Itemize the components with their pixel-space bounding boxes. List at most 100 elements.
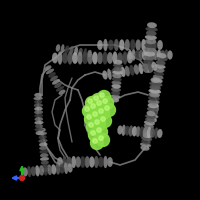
- Ellipse shape: [66, 157, 72, 167]
- Ellipse shape: [129, 65, 134, 75]
- Circle shape: [93, 139, 97, 143]
- Circle shape: [101, 117, 105, 121]
- Ellipse shape: [143, 127, 153, 132]
- Ellipse shape: [38, 128, 46, 132]
- Ellipse shape: [51, 164, 56, 174]
- Ellipse shape: [128, 51, 132, 59]
- Ellipse shape: [122, 125, 126, 136]
- Circle shape: [99, 109, 103, 113]
- Ellipse shape: [78, 52, 82, 64]
- Circle shape: [85, 107, 89, 111]
- Ellipse shape: [35, 117, 43, 121]
- Ellipse shape: [113, 74, 122, 78]
- Circle shape: [99, 136, 103, 140]
- Ellipse shape: [50, 76, 58, 81]
- Ellipse shape: [56, 44, 60, 52]
- Circle shape: [90, 110, 104, 122]
- Ellipse shape: [34, 114, 43, 118]
- Ellipse shape: [82, 52, 88, 64]
- Ellipse shape: [139, 127, 144, 137]
- Ellipse shape: [40, 157, 49, 161]
- Ellipse shape: [80, 156, 85, 168]
- Circle shape: [100, 93, 104, 97]
- Ellipse shape: [107, 157, 113, 167]
- Ellipse shape: [39, 146, 48, 150]
- Ellipse shape: [144, 51, 155, 56]
- Ellipse shape: [142, 133, 152, 138]
- Ellipse shape: [154, 71, 164, 76]
- Ellipse shape: [103, 39, 107, 51]
- Ellipse shape: [168, 51, 172, 59]
- Circle shape: [103, 99, 107, 103]
- Ellipse shape: [125, 126, 130, 135]
- Ellipse shape: [35, 128, 44, 131]
- Circle shape: [97, 128, 101, 132]
- Ellipse shape: [136, 126, 140, 137]
- Ellipse shape: [123, 52, 127, 64]
- Ellipse shape: [150, 128, 155, 138]
- Ellipse shape: [143, 127, 148, 137]
- Ellipse shape: [146, 50, 150, 60]
- Ellipse shape: [143, 63, 148, 73]
- Ellipse shape: [70, 46, 73, 55]
- Ellipse shape: [56, 86, 64, 91]
- Circle shape: [84, 112, 98, 126]
- Ellipse shape: [57, 157, 63, 167]
- Ellipse shape: [87, 52, 93, 64]
- Circle shape: [86, 97, 98, 110]
- Ellipse shape: [144, 121, 155, 125]
- Ellipse shape: [42, 168, 49, 172]
- Circle shape: [87, 115, 91, 119]
- Ellipse shape: [145, 117, 155, 122]
- Ellipse shape: [147, 117, 157, 123]
- Ellipse shape: [142, 64, 154, 68]
- Ellipse shape: [148, 99, 159, 104]
- Ellipse shape: [103, 52, 107, 64]
- Ellipse shape: [156, 60, 165, 65]
- Circle shape: [88, 129, 102, 142]
- Ellipse shape: [61, 44, 64, 53]
- Ellipse shape: [125, 39, 130, 51]
- Ellipse shape: [107, 69, 112, 80]
- Ellipse shape: [34, 100, 42, 104]
- Ellipse shape: [68, 52, 72, 64]
- Ellipse shape: [94, 156, 99, 168]
- Ellipse shape: [141, 136, 152, 141]
- Ellipse shape: [154, 67, 164, 72]
- Ellipse shape: [92, 52, 98, 64]
- Ellipse shape: [147, 107, 159, 111]
- Ellipse shape: [120, 67, 125, 77]
- Ellipse shape: [147, 111, 155, 116]
- Ellipse shape: [76, 157, 81, 167]
- Circle shape: [97, 101, 101, 105]
- Ellipse shape: [152, 82, 162, 86]
- Ellipse shape: [112, 81, 121, 85]
- Ellipse shape: [34, 93, 42, 97]
- Circle shape: [83, 104, 96, 117]
- Ellipse shape: [113, 67, 122, 71]
- Circle shape: [95, 126, 108, 138]
- Ellipse shape: [145, 115, 156, 119]
- Ellipse shape: [148, 103, 159, 108]
- Ellipse shape: [117, 53, 123, 63]
- Ellipse shape: [140, 143, 151, 147]
- Ellipse shape: [146, 114, 158, 118]
- Ellipse shape: [40, 153, 48, 157]
- Ellipse shape: [27, 166, 31, 177]
- Ellipse shape: [112, 77, 122, 81]
- Circle shape: [88, 102, 102, 114]
- Ellipse shape: [31, 167, 36, 176]
- Ellipse shape: [110, 95, 120, 98]
- Ellipse shape: [158, 53, 166, 58]
- Ellipse shape: [132, 126, 137, 136]
- Ellipse shape: [56, 164, 60, 174]
- Ellipse shape: [107, 52, 113, 64]
- Circle shape: [102, 104, 116, 116]
- Ellipse shape: [111, 91, 120, 95]
- Ellipse shape: [142, 50, 147, 60]
- Ellipse shape: [48, 72, 56, 78]
- Ellipse shape: [39, 139, 47, 143]
- Ellipse shape: [46, 69, 54, 74]
- Ellipse shape: [89, 157, 94, 167]
- Circle shape: [93, 112, 97, 116]
